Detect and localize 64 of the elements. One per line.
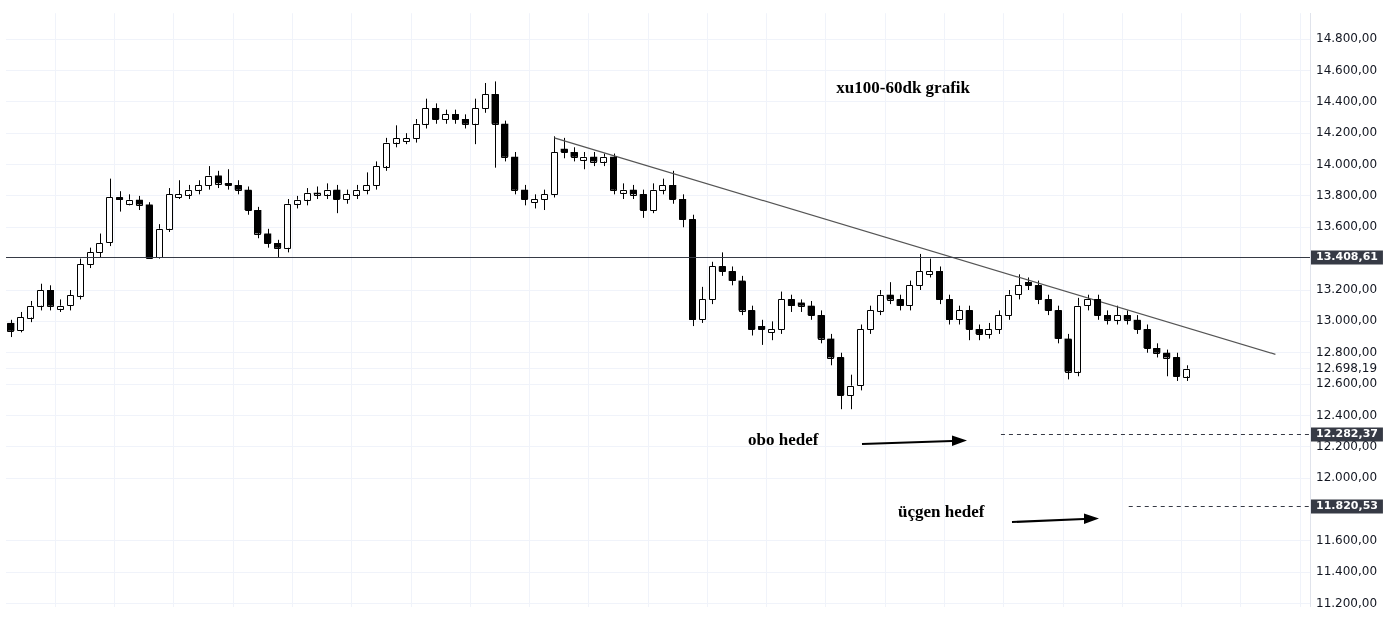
y-tick-label: 12.400,00 [1316,407,1378,422]
candlestick [679,193,687,228]
candlestick [926,258,934,278]
ref-line-label: 12.282,37 [1316,427,1378,441]
y-tick-label: 11.400,00 [1316,564,1378,579]
ref-line-label: 11.820,53 [1316,499,1378,513]
y-tick-label: 12.698,19 [1316,360,1378,375]
candlestick [333,184,341,214]
y-tick-label: 11.600,00 [1316,533,1378,548]
y-tick-label: 14.200,00 [1316,125,1378,140]
candlestick [1143,324,1151,354]
candlestick [689,214,697,327]
y-tick-label: 13.800,00 [1316,188,1378,203]
candlestick [906,280,914,311]
y-tick-label: 14.600,00 [1316,62,1378,77]
y-tick-label: 13.000,00 [1316,313,1378,328]
y-tick-label: 14.800,00 [1316,31,1378,46]
annotation: üçgen hedef [897,502,985,522]
y-tick-label: 13.600,00 [1316,219,1378,234]
candlestick [481,82,489,114]
candlestick [1034,280,1042,305]
candlestick [965,305,973,341]
candlestick [116,190,124,213]
candlestick [857,324,864,391]
candlestick [718,251,726,277]
candlestick [748,305,756,336]
candlestick [768,320,776,341]
candlestick [837,352,845,410]
candlestick [847,374,855,410]
candlestick [540,189,548,211]
y-tick-label: 14.000,00 [1316,156,1378,171]
y-tick-label: 11.200,00 [1316,595,1378,610]
candlestick [758,319,766,346]
candlestick [17,311,25,333]
y-tick-label: 13.200,00 [1316,282,1378,297]
y-tick-label: 12.600,00 [1316,376,1378,391]
y-tick-label: 12.000,00 [1316,470,1378,485]
candlestick [106,178,114,247]
candlestick [521,184,529,206]
candlestick [1044,294,1052,316]
y-tick-label: 14.400,00 [1316,93,1378,108]
candlestick [1005,289,1013,321]
candlestick [432,102,440,125]
y-tick-label: 12.200,00 [1316,438,1378,453]
ref-line-label: 13.408,61 [1316,250,1378,264]
candlestick [66,289,74,311]
candlestick [955,305,963,326]
candlestick [96,233,104,258]
candlestick [945,294,953,326]
candlestick [916,253,924,291]
y-tick-label: 12.800,00 [1316,344,1378,359]
candlestick [728,265,736,286]
candlestick [1094,294,1102,321]
candlestick [1133,314,1141,335]
candlestick [1015,273,1023,300]
candlestick [807,300,815,321]
text: xu100-60dk grafik [836,78,971,98]
candlestick [669,170,677,205]
candlestick [175,179,183,200]
annotation: obo hedef [747,429,819,449]
candlestick [1173,352,1181,382]
candlestick [995,309,1003,335]
candlestick [866,305,874,335]
candlestick [699,286,706,324]
